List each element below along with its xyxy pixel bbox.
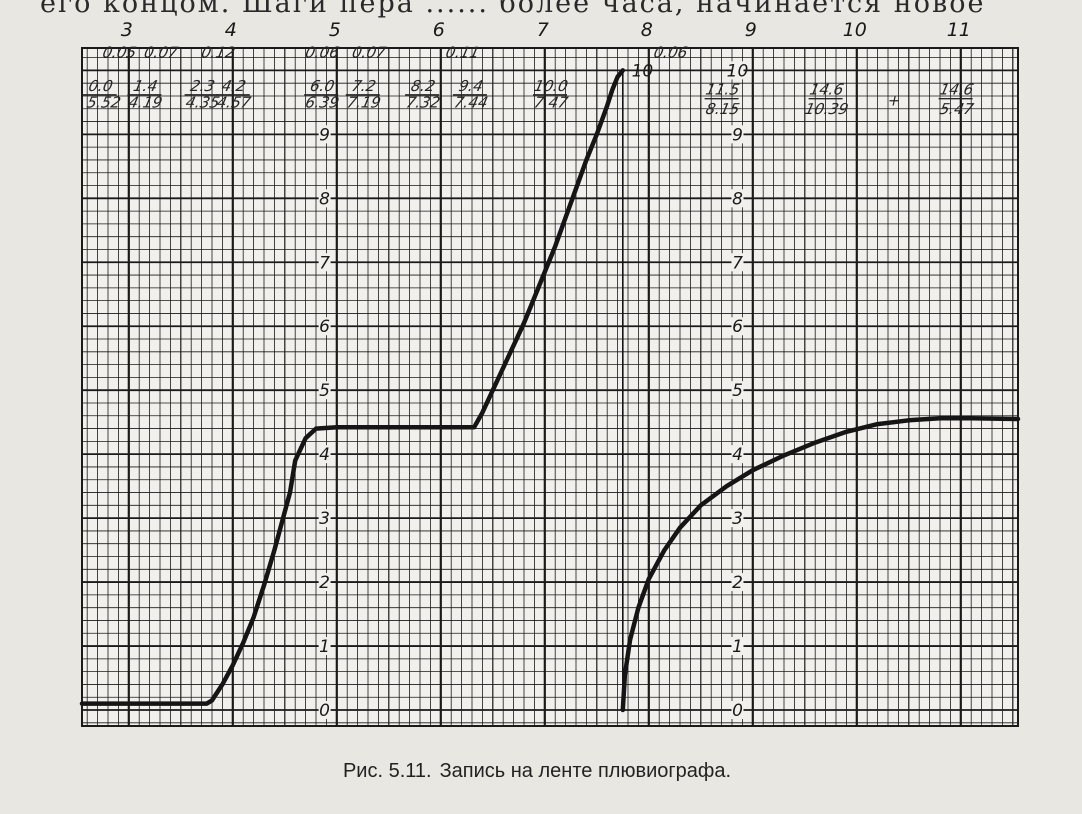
y-tick-label: 8 bbox=[732, 189, 743, 209]
y-tick-label: 3 bbox=[319, 509, 330, 529]
y-tick-label: 0 bbox=[732, 701, 743, 721]
x-tick-label: 9 bbox=[745, 19, 757, 41]
y-tick-label-bg bbox=[318, 189, 331, 208]
x-tick-labels: 3 4 5 6 7 8 9 10 11 bbox=[121, 19, 971, 41]
handwritten-note: 0.11 bbox=[444, 44, 481, 62]
y-tick-label-bg bbox=[731, 637, 744, 656]
y-tick-label-bg bbox=[318, 637, 331, 656]
y-tick-label-bg bbox=[731, 573, 744, 592]
handwritten-note: 8.15 bbox=[704, 100, 741, 118]
x-tick-label: 6 bbox=[433, 19, 445, 41]
handwritten-note: 8.2 bbox=[409, 77, 437, 95]
handwritten-note: 10.0 bbox=[532, 77, 569, 95]
y-tick-label: 9 bbox=[319, 125, 330, 145]
y-tick-label: 5 bbox=[319, 381, 330, 401]
handwritten-note: 0.0 bbox=[87, 77, 115, 95]
handwritten-note: 1.4 bbox=[132, 77, 160, 95]
handwritten-note: + bbox=[886, 92, 902, 110]
handwritten-note: 0.12 bbox=[200, 44, 237, 62]
handwritten-note: 11.5 bbox=[704, 81, 741, 99]
y-tick-label: 10 bbox=[632, 61, 654, 81]
chart-paper bbox=[81, 47, 1019, 727]
y-tick-label-bg bbox=[731, 701, 744, 720]
handwritten-note: 4.35 bbox=[184, 94, 221, 112]
y-tick-label-bg bbox=[731, 61, 744, 80]
handwritten-note: 0.07 bbox=[142, 44, 180, 62]
handwritten-note: 5.52 bbox=[85, 94, 122, 112]
y-tick-label-bg bbox=[318, 445, 331, 464]
y-tick-label: 8 bbox=[319, 189, 330, 209]
x-tick-label: 3 bbox=[121, 19, 133, 41]
y-tick-label: 6 bbox=[319, 317, 330, 337]
y-tick-labels: 0 1 2 3 4 5 6 7 8 9 0 1 2 3 4 5 6 7 8 9 10 10 bbox=[318, 61, 749, 721]
minor-grid bbox=[82, 48, 1018, 726]
y-tick-label: 0 bbox=[319, 701, 330, 721]
handwritten-note: 7.44 bbox=[452, 94, 489, 112]
handwritten-note: 4.19 bbox=[127, 94, 164, 112]
x-tick-label: 5 bbox=[329, 19, 341, 41]
y-tick-label-bg bbox=[318, 317, 331, 336]
y-tick-label: 9 bbox=[732, 125, 743, 145]
handwritten-note: 10.39 bbox=[803, 100, 850, 118]
y-tick-label: 7 bbox=[319, 253, 330, 273]
major-grid bbox=[82, 48, 1018, 726]
y-tick-label-bg bbox=[318, 253, 331, 272]
caption-text: Запись на ленте плювиографа. bbox=[439, 760, 732, 782]
figure-caption: Рис. 5.11. Запись на ленте плювиографа. bbox=[0, 760, 1082, 783]
y-tick-label-bg bbox=[731, 445, 744, 464]
handwritten-note: 5.47 bbox=[938, 100, 976, 118]
handwritten-note: 0.05 bbox=[101, 44, 138, 62]
y-tick-label-bg bbox=[731, 253, 744, 272]
y-tick-label-bg bbox=[731, 189, 744, 208]
y-tick-label-bg bbox=[731, 509, 744, 528]
y-tick-label: 2 bbox=[319, 573, 330, 593]
handwritten-note: 2.3 bbox=[189, 77, 217, 95]
y-tick-label: 1 bbox=[732, 637, 743, 657]
y-tick-label: 6 bbox=[732, 317, 743, 337]
y-tick-label-bg bbox=[731, 125, 744, 144]
handwritten-note: 0.07 bbox=[350, 44, 388, 62]
handwritten-notes: 0.05 0.07 0.12 0.06 0.07 0.11 0.060.05.521.44.… bbox=[82, 44, 976, 118]
y-tick-label: 2 bbox=[732, 573, 743, 593]
handwritten-note: 7.32 bbox=[405, 94, 442, 112]
y-tick-label-bg bbox=[318, 701, 331, 720]
y-tick-label-bg bbox=[731, 381, 744, 400]
handwritten-note: 4.57 bbox=[215, 94, 253, 112]
cropped-text-line: его концом. Шаги пера ...... более часа,… bbox=[40, 0, 986, 19]
y-tick-label: 1 bbox=[319, 637, 330, 657]
handwritten-note: 6.39 bbox=[304, 94, 341, 112]
handwritten-note: 14.6 bbox=[938, 81, 975, 99]
y-tick-label: 10 bbox=[727, 61, 749, 81]
y-tick-label-bg bbox=[731, 317, 744, 336]
handwritten-note: 4.2 bbox=[220, 77, 248, 95]
x-tick-label: 7 bbox=[537, 19, 549, 41]
y-tick-label-bg bbox=[318, 509, 331, 528]
handwritten-note: 0.06 bbox=[304, 44, 341, 62]
y-tick-label: 4 bbox=[319, 445, 330, 465]
caption-prefix: Рис. 5.11. bbox=[342, 760, 432, 782]
y-tick-label-bg bbox=[318, 381, 331, 400]
handwritten-note: 7.2 bbox=[350, 77, 378, 95]
y-tick-label-bg bbox=[318, 573, 331, 592]
handwritten-note: 9.4 bbox=[457, 77, 485, 95]
handwritten-note: 7.47 bbox=[532, 94, 570, 112]
y-tick-label: 7 bbox=[732, 253, 743, 273]
x-tick-label: 10 bbox=[843, 19, 867, 41]
x-tick-label: 4 bbox=[225, 19, 237, 41]
data-series bbox=[79, 68, 1021, 713]
y-tick-label: 4 bbox=[732, 445, 743, 465]
y-tick-label: 5 bbox=[732, 381, 743, 401]
x-tick-label: 8 bbox=[641, 19, 653, 41]
y-tick-label-bg bbox=[318, 125, 331, 144]
handwritten-note: 7.19 bbox=[345, 94, 382, 112]
y-tick-label: 3 bbox=[732, 509, 743, 529]
series-line-2 bbox=[620, 416, 1021, 713]
series-line-1 bbox=[79, 68, 626, 706]
handwritten-note: 6.0 bbox=[308, 77, 336, 95]
x-tick-label: 11 bbox=[947, 19, 971, 41]
handwritten-note: 0.06 bbox=[652, 44, 689, 62]
handwritten-note: 14.6 bbox=[808, 81, 845, 99]
